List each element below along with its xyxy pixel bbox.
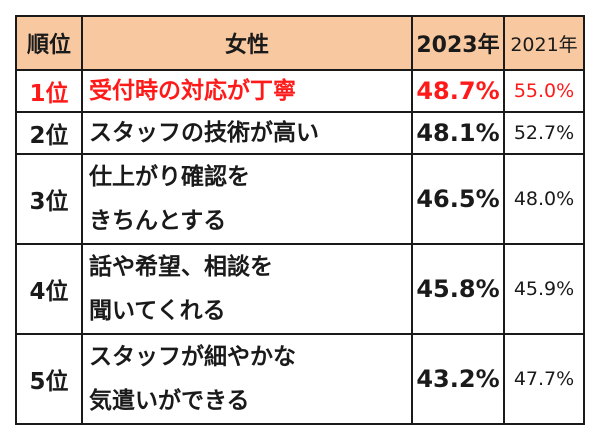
value-2023-cell: 48.1% (411, 111, 505, 155)
item-line: 受付時の対応が丁寧 (89, 78, 296, 104)
value-2021-cell: 47.7% (503, 333, 585, 425)
item-cell: スタッフの技術が高い (81, 111, 413, 155)
table-row: 2位 スタッフの技術が高い 48.1% 52.7% (15, 111, 585, 155)
rank-cell: 1位 (15, 69, 83, 113)
value-2023-cell: 48.7% (411, 69, 505, 113)
item-cell: 仕上がり確認を きちんとする (81, 153, 413, 245)
item-cell: 受付時の対応が丁寧 (81, 69, 413, 113)
table-header-row: 順位 女性 2023年 2021年 (15, 15, 585, 71)
rank-cell: 3位 (15, 153, 83, 245)
table-row: 5位 スタッフが細やかな 気遣いができる 43.2% 47.7% (15, 333, 585, 425)
ranking-table-container: 順位 女性 2023年 2021年 1位 受付時の対応が丁寧 48.7% 55.… (15, 15, 585, 425)
rank-cell: 2位 (15, 111, 83, 155)
value-2023-cell: 45.8% (411, 243, 505, 335)
item-line: きちんとする (89, 208, 227, 234)
header-rank: 順位 (15, 15, 83, 71)
value-2023-cell: 46.5% (411, 153, 505, 245)
value-2021-cell: 55.0% (503, 69, 585, 113)
header-gender: 女性 (81, 15, 413, 71)
item-line: 聞いてくれる (89, 298, 226, 324)
value-2021-cell: 52.7% (503, 111, 585, 155)
header-year-prev: 2021年 (503, 15, 585, 71)
item-line: スタッフが細やかな (89, 344, 296, 370)
ranking-table: 順位 女性 2023年 2021年 1位 受付時の対応が丁寧 48.7% 55.… (15, 15, 585, 425)
rank-cell: 5位 (15, 333, 83, 425)
header-year-current: 2023年 (411, 15, 505, 71)
table-row: 3位 仕上がり確認を きちんとする 46.5% 48.0% (15, 153, 585, 245)
item-line: 仕上がり確認を (89, 164, 250, 190)
value-2021-cell: 45.9% (503, 243, 585, 335)
value-2021-cell: 48.0% (503, 153, 585, 245)
table-row: 1位 受付時の対応が丁寧 48.7% 55.0% (15, 69, 585, 113)
item-line: 気遣いができる (89, 388, 250, 414)
rank-cell: 4位 (15, 243, 83, 335)
table-row: 4位 話や希望、相談を 聞いてくれる 45.8% 45.9% (15, 243, 585, 335)
item-cell: 話や希望、相談を 聞いてくれる (81, 243, 413, 335)
item-line: 話や希望、相談を (89, 254, 273, 280)
item-cell: スタッフが細やかな 気遣いができる (81, 333, 413, 425)
item-line: スタッフの技術が高い (89, 120, 319, 146)
value-2023-cell: 43.2% (411, 333, 505, 425)
